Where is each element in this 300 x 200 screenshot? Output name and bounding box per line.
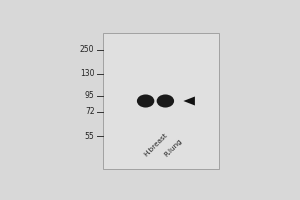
Text: 72: 72 xyxy=(85,107,94,116)
Text: H.breast: H.breast xyxy=(143,132,169,158)
Ellipse shape xyxy=(157,94,174,108)
Text: R.lung: R.lung xyxy=(163,138,183,158)
Bar xyxy=(103,33,219,169)
Ellipse shape xyxy=(137,94,154,108)
Text: 95: 95 xyxy=(85,91,94,100)
Polygon shape xyxy=(183,96,195,106)
Text: 250: 250 xyxy=(80,45,94,54)
Text: 130: 130 xyxy=(80,69,94,78)
Text: 55: 55 xyxy=(85,132,94,141)
